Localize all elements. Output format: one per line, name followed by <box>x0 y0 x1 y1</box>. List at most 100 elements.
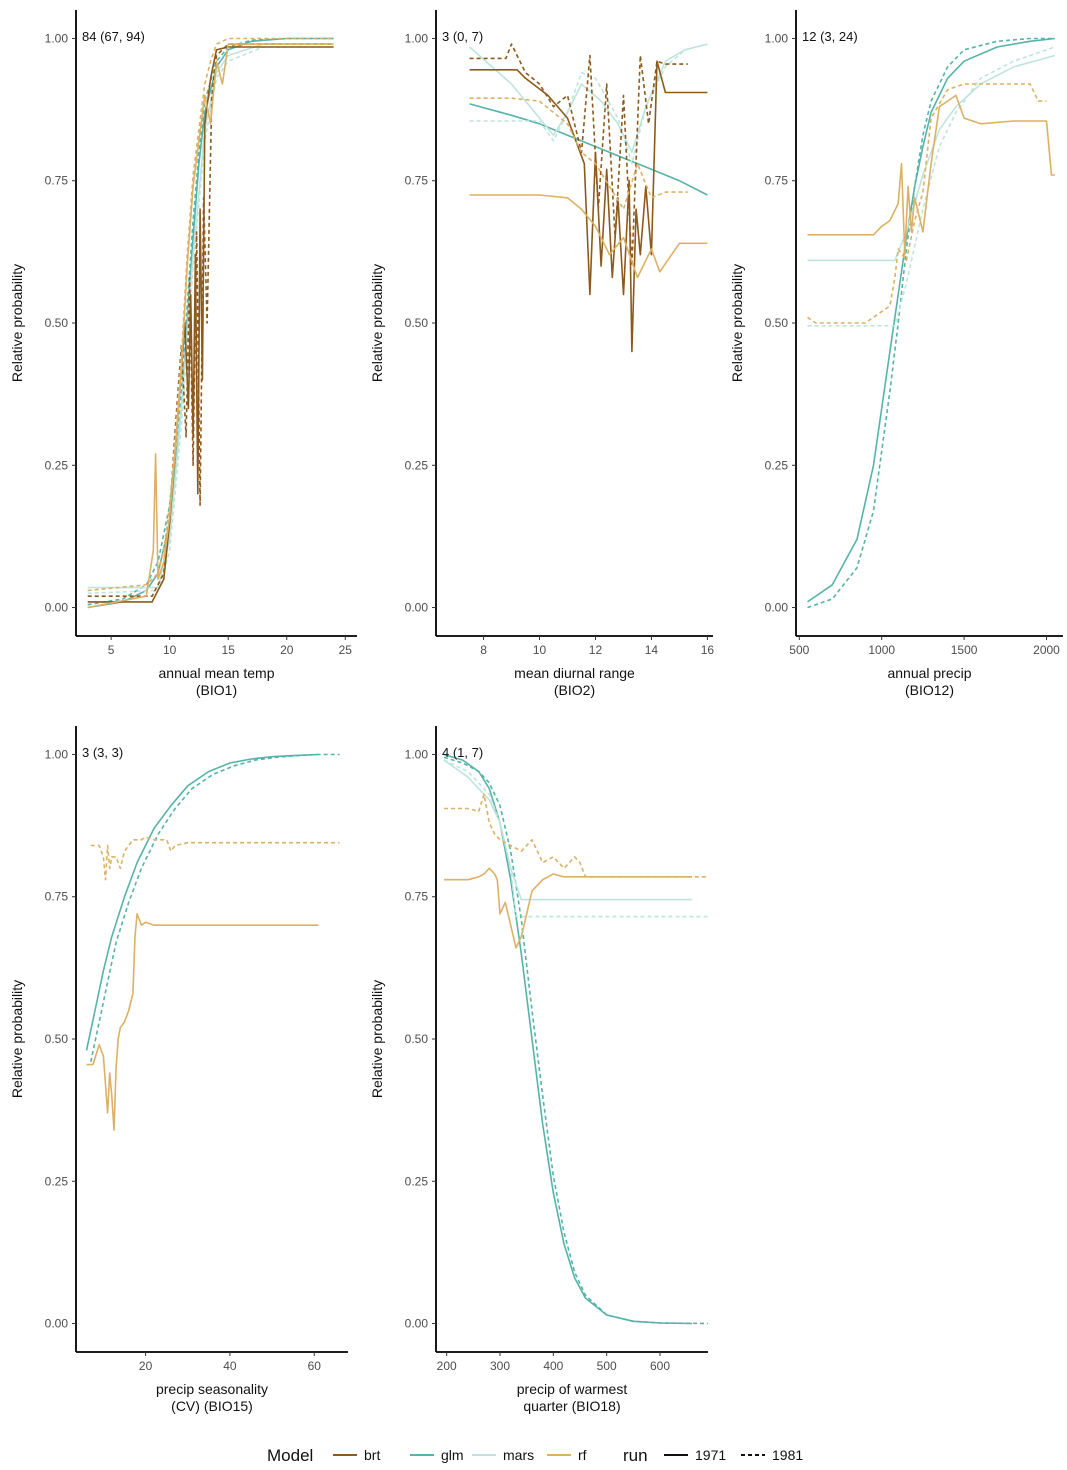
panel-2: 0.00 0.25 0.50 0.75 1.00 8 10 12 14 16 mean diurna… <box>369 10 714 698</box>
y-axis-title: Relative probability <box>9 264 25 382</box>
y-axis-title: Relative probability <box>369 980 385 1098</box>
series-rf-1981 <box>807 83 1047 324</box>
legend-run-title: run <box>623 1446 648 1465</box>
series-rf-1971 <box>86 913 319 1131</box>
y-tick-label: 1.00 <box>405 31 429 45</box>
x-tick-label: 400 <box>543 1359 563 1373</box>
series-mars-1981 <box>469 43 708 165</box>
legend-model-title: Model <box>267 1446 313 1465</box>
series-brt-1981 <box>469 43 688 267</box>
legend: Model brt glm mars rf run 1971 1981 <box>267 1446 803 1465</box>
x-axis-title: annual precip <box>887 665 971 681</box>
y-tick-label: 0.75 <box>45 174 69 188</box>
y-axis-title: Relative probability <box>9 980 25 1098</box>
y-tick-label: 0.50 <box>765 316 789 330</box>
series-mars-1971 <box>469 43 708 154</box>
panel-3: 0.00 0.25 0.50 0.75 1.00 500 1000 1500 2000 annua… <box>729 10 1063 698</box>
panel-annotation: 12 (3, 24) <box>802 29 858 44</box>
y-tick-label: 0.00 <box>405 1317 429 1331</box>
panel-annotation: 84 (67, 94) <box>82 29 145 44</box>
y-tick-label: 0.50 <box>405 1032 429 1046</box>
x-tick-label: 600 <box>650 1359 670 1373</box>
series-rf-1981 <box>87 37 334 592</box>
series-rf-1981 <box>469 97 688 210</box>
series-mars-1981 <box>87 46 334 595</box>
legend-label-run-1971: 1971 <box>695 1447 726 1463</box>
x-tick-label: 500 <box>597 1359 617 1373</box>
y-tick-label: 0.00 <box>45 601 69 615</box>
x-tick-label: 500 <box>789 643 809 657</box>
series-brt-1971 <box>87 46 334 603</box>
panel-annotation: 3 (0, 7) <box>442 29 483 44</box>
series-glm-1971 <box>807 37 1055 603</box>
x-tick-label: 10 <box>163 643 177 657</box>
y-tick-label: 0.25 <box>45 458 69 472</box>
series-glm-1981 <box>443 756 709 1325</box>
x-axis-title-line2: (BIO1) <box>196 682 237 698</box>
panel-4: 0.00 0.25 0.50 0.75 1.00 20 40 60 precip seasona… <box>9 726 348 1414</box>
x-axis-title-line2: (CV) (BIO15) <box>171 1398 253 1414</box>
panel-1: 0.00 0.25 0.50 0.75 1.00 5 10 15 20 25 annual mean… <box>9 10 357 698</box>
series-mars-1981 <box>443 759 708 918</box>
series-glm-1981 <box>87 37 334 606</box>
y-tick-label: 1.00 <box>45 747 69 761</box>
y-tick-label: 0.25 <box>765 458 789 472</box>
series-brt-1971 <box>469 60 708 353</box>
x-tick-label: 10 <box>533 643 547 657</box>
y-tick-label: 0.75 <box>765 174 789 188</box>
series-glm-1971 <box>85 753 319 1051</box>
series-mars-1981 <box>807 46 1056 327</box>
series-rf-1971 <box>807 94 1055 256</box>
x-tick-label: 16 <box>701 643 715 657</box>
series-glm-1981 <box>90 753 340 1062</box>
x-tick-label: 1000 <box>868 643 895 657</box>
x-axis-title: precip seasonality <box>156 1381 268 1397</box>
legend-label-rf: rf <box>578 1447 587 1463</box>
series-rf-1981 <box>90 836 340 881</box>
x-tick-label: 2000 <box>1033 643 1060 657</box>
series-glm-1981 <box>807 37 1055 609</box>
y-tick-label: 0.50 <box>45 1032 69 1046</box>
legend-label-brt: brt <box>364 1447 380 1463</box>
y-axis-title: Relative probability <box>369 264 385 382</box>
y-tick-label: 0.50 <box>405 316 429 330</box>
x-axis-title: mean diurnal range <box>514 665 635 681</box>
x-tick-label: 25 <box>339 643 353 657</box>
y-axis-title: Relative probability <box>729 264 745 382</box>
y-tick-label: 0.00 <box>765 601 789 615</box>
series-rf-1971 <box>469 194 708 279</box>
y-tick-label: 0.75 <box>405 890 429 904</box>
legend-label-run-1981: 1981 <box>772 1447 803 1463</box>
legend-label-glm: glm <box>441 1447 464 1463</box>
x-tick-label: 12 <box>589 643 603 657</box>
series-rf-1971 <box>444 867 692 949</box>
x-tick-label: 8 <box>480 643 487 657</box>
legend-label-mars: mars <box>503 1447 534 1463</box>
x-tick-label: 60 <box>308 1359 322 1373</box>
x-tick-label: 20 <box>280 643 294 657</box>
x-tick-label: 14 <box>645 643 659 657</box>
x-axis-title: precip of warmest <box>517 1381 628 1397</box>
panel-5: 0.00 0.25 0.50 0.75 1.00 200 300 400 500 600 preci… <box>369 726 709 1414</box>
panel-annotation: 4 (1, 7) <box>442 745 483 760</box>
series-brt-1981 <box>87 43 334 597</box>
x-tick-label: 1500 <box>951 643 978 657</box>
x-tick-label: 5 <box>108 643 115 657</box>
series-glm-1971 <box>469 103 708 196</box>
x-axis-title-line2: (BIO2) <box>554 682 595 698</box>
series-glm-1971 <box>443 753 693 1325</box>
x-tick-label: 20 <box>139 1359 153 1373</box>
y-tick-label: 1.00 <box>45 31 69 45</box>
y-tick-label: 1.00 <box>765 31 789 45</box>
x-axis-title: annual mean temp <box>159 665 275 681</box>
y-tick-label: 0.25 <box>405 458 429 472</box>
series-rf-1981 <box>444 793 708 878</box>
y-tick-label: 0.75 <box>405 174 429 188</box>
x-axis-title-line2: (BIO12) <box>905 682 954 698</box>
panel-annotation: 3 (3, 3) <box>82 745 123 760</box>
y-tick-label: 0.00 <box>405 601 429 615</box>
series-mars-1971 <box>443 759 692 901</box>
y-tick-label: 0.75 <box>45 890 69 904</box>
y-tick-label: 0.00 <box>45 1317 69 1331</box>
